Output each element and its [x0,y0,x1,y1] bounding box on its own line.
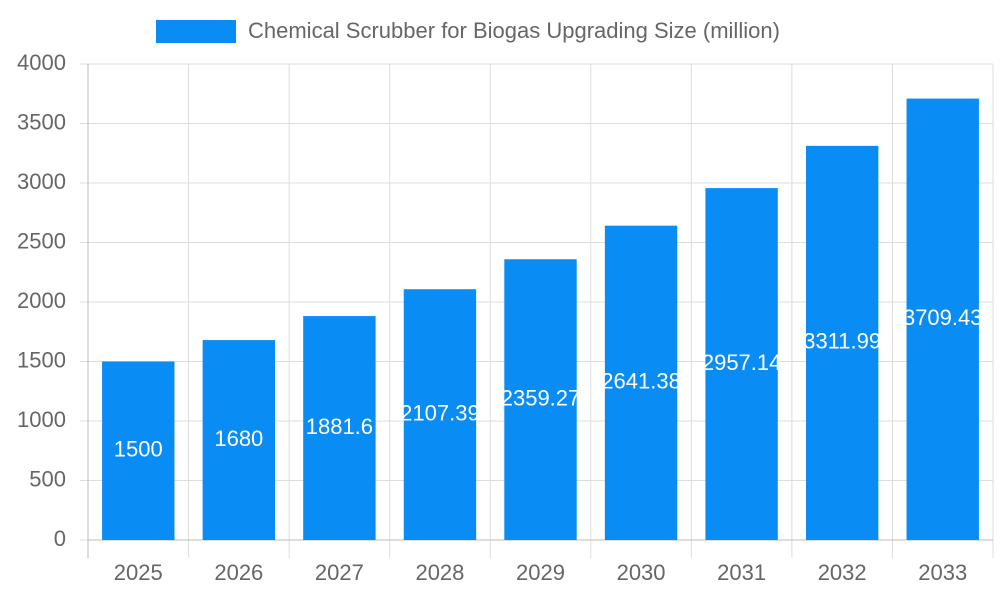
y-tick-label: 0 [54,526,66,551]
bar [604,225,678,540]
data-label: 1881.6 [306,414,373,439]
data-label: 2957.14 [702,350,782,375]
y-tick-label: 1000 [17,407,66,432]
bar [303,316,376,540]
y-tick-label: 3500 [17,109,66,134]
x-tick-label: 2029 [516,560,565,585]
y-tick-label: 2500 [17,228,66,253]
x-tick-label: 2028 [415,560,464,585]
legend-swatch [156,20,236,43]
data-label: 1500 [114,437,163,462]
x-tick-label: 2026 [214,560,263,585]
data-label: 2641.38 [601,369,681,394]
x-tick-label: 2033 [918,560,967,585]
bar [102,361,175,540]
bar [504,259,577,540]
data-label: 2359.27 [501,385,581,410]
x-tick-label: 2032 [818,560,867,585]
y-tick-label: 2000 [17,288,66,313]
y-tick-label: 3000 [17,169,66,194]
data-label: 1680 [214,426,263,451]
y-tick-label: 1500 [17,347,66,372]
x-tick-label: 2031 [717,560,766,585]
legend-label: Chemical Scrubber for Biogas Upgrading S… [248,18,780,43]
y-tick-label: 500 [29,466,66,491]
x-tick-label: 2030 [617,560,666,585]
bar [906,98,979,541]
data-label: 2107.39 [400,400,480,425]
x-tick-label: 2025 [114,560,163,585]
bar [202,340,276,540]
bar [805,145,879,541]
x-tick-label: 2027 [315,560,364,585]
y-tick-label: 4000 [17,50,66,75]
data-label: 3311.99 [803,329,881,354]
bar [705,188,778,540]
bar [403,289,477,540]
data-label: 3709.43 [903,305,983,330]
